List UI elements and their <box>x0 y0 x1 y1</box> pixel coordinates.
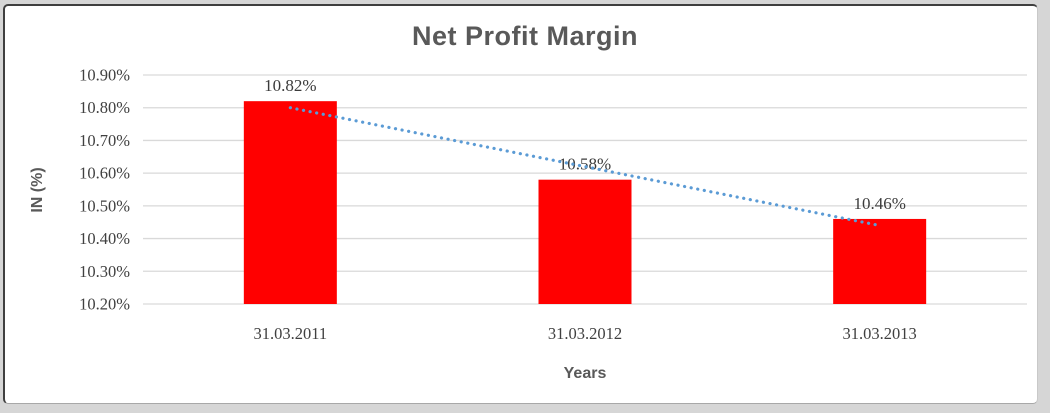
y-tick-label: 10.50% <box>79 196 130 215</box>
y-axis-title: IN (%) <box>29 167 46 213</box>
data-label: 10.46% <box>853 194 905 213</box>
y-tick-label: 10.70% <box>79 131 130 150</box>
x-tick-label: 31.03.2012 <box>548 324 622 343</box>
y-tick-label: 10.40% <box>79 229 130 248</box>
x-tick-label: 31.03.2011 <box>254 324 328 343</box>
bar <box>833 218 927 304</box>
data-label: 10.82% <box>264 76 316 95</box>
y-tick-label: 10.30% <box>79 262 130 281</box>
x-axis-title: Years <box>563 365 607 382</box>
x-tick-label: 31.03.2013 <box>843 324 917 343</box>
bar <box>243 101 337 305</box>
chart-border-frame <box>3 4 1038 404</box>
y-tick-label: 10.80% <box>79 98 130 117</box>
bar <box>538 179 632 304</box>
y-tick-label: 10.60% <box>79 164 130 183</box>
y-tick-label: 10.20% <box>79 295 130 314</box>
trendline-dotted <box>288 106 882 228</box>
chart-title: Net Profit Margin <box>411 21 638 51</box>
y-tick-label: 10.90% <box>79 66 130 85</box>
